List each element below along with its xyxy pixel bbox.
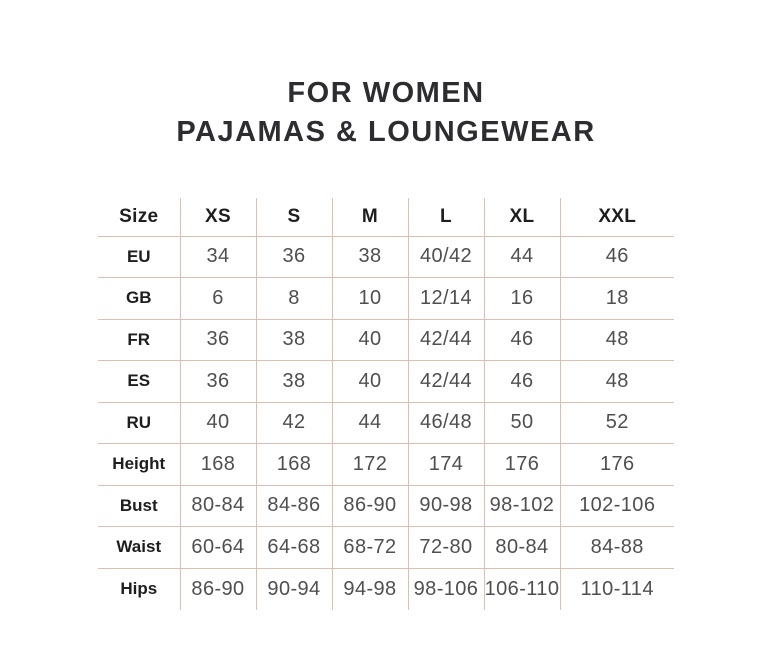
table-cell: 44 — [331, 402, 408, 444]
table-cell: 84-86 — [255, 485, 332, 527]
table-cell: 84-88 — [559, 526, 674, 568]
row-label: Hips — [120, 579, 158, 598]
table-cell: 38 — [255, 360, 332, 402]
header-row: Size XS S M L XL XXL — [98, 198, 674, 236]
column-header-xs: XS — [179, 198, 256, 236]
table-cell: 42/44 — [407, 360, 484, 402]
page-title: FOR WOMEN PAJAMAS & LOUNGEWEAR — [0, 0, 772, 152]
column-header-s: S — [255, 198, 332, 236]
table-cell: 36 — [179, 360, 256, 402]
table-cell: 42/44 — [407, 319, 484, 361]
row-label: RU — [126, 412, 152, 432]
column-header-xl: XL — [483, 198, 560, 236]
table-cell: 90-98 — [407, 485, 484, 527]
table-cell: 38 — [331, 236, 408, 278]
row-label: Waist — [116, 537, 162, 557]
table-cell: 80-84 — [179, 485, 256, 527]
table-cell: 48 — [559, 360, 674, 402]
table-cell: 18 — [559, 277, 674, 319]
table-cell: 36 — [179, 319, 256, 361]
column-header-size: Size — [119, 205, 159, 227]
page-title-line-2: PAJAMAS & LOUNGEWEAR — [176, 116, 596, 148]
table-cell: 46 — [483, 360, 560, 402]
table-cell: 50 — [483, 402, 560, 444]
table-row-bust: Bust 80-84 84-86 86-90 90-98 98-102 102-106 — [98, 485, 674, 527]
table-cell: 64-68 — [255, 526, 332, 568]
row-label: EU — [126, 246, 151, 266]
table-cell: 174 — [407, 443, 484, 485]
table-cell: 168 — [255, 443, 332, 485]
column-header-m: M — [331, 198, 408, 236]
table-cell: 52 — [559, 402, 674, 444]
table-cell: 72-80 — [407, 526, 484, 568]
table-cell: 12/14 — [407, 277, 484, 319]
table-cell: 106-110 — [483, 568, 560, 610]
table-cell: 172 — [331, 443, 408, 485]
column-header-l: L — [407, 198, 484, 236]
row-label: Bust — [119, 495, 158, 515]
table-row-height: Height 168 168 172 174 176 176 — [98, 443, 674, 485]
table-cell: 46 — [483, 319, 560, 361]
column-header-xxl: XXL — [559, 198, 674, 236]
table-cell: 38 — [255, 319, 332, 361]
table-body: EU 34 36 38 40/42 44 46 GB 6 8 10 12/14 16 18 FR 36 38 40… — [98, 236, 674, 610]
table-cell: 68-72 — [331, 526, 408, 568]
table-cell: 16 — [483, 277, 560, 319]
table-row-ru: RU 40 42 44 46/48 50 52 — [98, 402, 674, 444]
table-row-es: ES 36 38 40 42/44 46 48 — [98, 360, 674, 402]
row-label: GB — [126, 288, 152, 308]
table-cell: 6 — [179, 277, 256, 319]
table-cell: 110-114 — [559, 568, 674, 610]
table-cell: 86-90 — [179, 568, 256, 610]
table-cell: 98-106 — [407, 568, 484, 610]
table-cell: 40/42 — [407, 236, 484, 278]
table-cell: 40 — [331, 360, 408, 402]
table-cell: 40 — [179, 402, 256, 444]
table-cell: 40 — [331, 319, 408, 361]
table-cell: 34 — [179, 236, 256, 278]
table-row-waist: Waist 60-64 64-68 68-72 72-80 80-84 84-88 — [98, 526, 674, 568]
size-chart-table: Size XS S M L XL XXL EU 34 36 38 40/42 44 46 GB 6 8 10 12… — [98, 198, 674, 610]
row-label: ES — [127, 371, 151, 391]
table-cell: 42 — [255, 402, 332, 444]
row-label: Height — [112, 454, 166, 474]
table-cell: 102-106 — [559, 485, 674, 527]
page-title-line-1: FOR WOMEN — [287, 77, 485, 109]
table-cell: 98-102 — [483, 485, 560, 527]
table-cell: 176 — [483, 443, 560, 485]
table-cell: 176 — [559, 443, 674, 485]
table-cell: 8 — [255, 277, 332, 319]
table-cell: 46/48 — [407, 402, 484, 444]
table-cell: 46 — [559, 236, 674, 278]
table-cell: 48 — [559, 319, 674, 361]
table-cell: 80-84 — [483, 526, 560, 568]
table-cell: 90-94 — [255, 568, 332, 610]
table-cell: 60-64 — [179, 526, 256, 568]
table-row-gb: GB 6 8 10 12/14 16 18 — [98, 277, 674, 319]
table-cell: 94-98 — [331, 568, 408, 610]
table-cell: 168 — [179, 443, 256, 485]
row-label: FR — [127, 329, 151, 349]
table-row-eu: EU 34 36 38 40/42 44 46 — [98, 236, 674, 278]
table-row-fr: FR 36 38 40 42/44 46 48 — [98, 319, 674, 361]
table-cell: 10 — [331, 277, 408, 319]
table-cell: 36 — [255, 236, 332, 278]
table-cell: 44 — [483, 236, 560, 278]
table-row-hips: Hips 86-90 90-94 94-98 98-106 106-110 110-114 — [98, 568, 674, 610]
table-cell: 86-90 — [331, 485, 408, 527]
